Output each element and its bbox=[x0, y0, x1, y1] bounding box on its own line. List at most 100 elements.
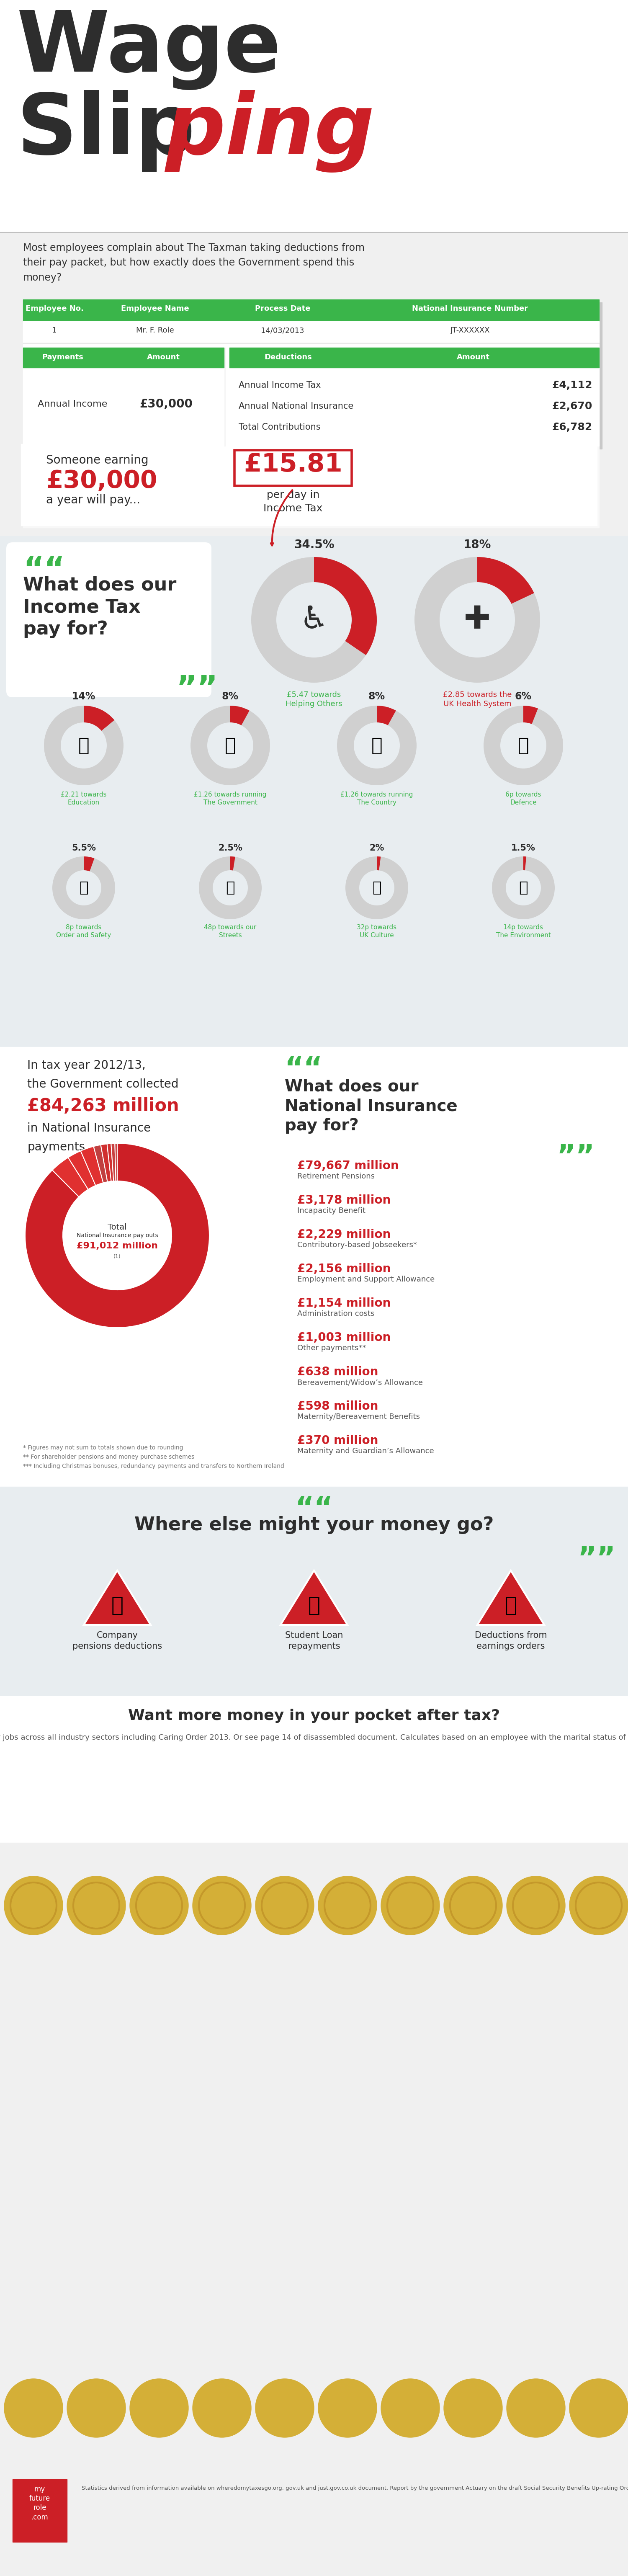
Wedge shape bbox=[68, 1151, 95, 1190]
Bar bbox=[341, 299, 599, 322]
Text: ping: ping bbox=[165, 90, 375, 173]
Text: 🚁: 🚁 bbox=[517, 737, 529, 755]
FancyBboxPatch shape bbox=[6, 544, 212, 698]
Bar bbox=[23, 348, 102, 368]
Text: In tax year 2012/13,: In tax year 2012/13, bbox=[27, 1059, 146, 1072]
Wedge shape bbox=[84, 855, 94, 871]
Text: £2,156 million: £2,156 million bbox=[297, 1262, 391, 1275]
Bar bbox=[0, 1486, 628, 1695]
Text: 📄: 📄 bbox=[505, 1595, 517, 1615]
Text: 14/03/2013: 14/03/2013 bbox=[261, 327, 304, 335]
Text: 🎓: 🎓 bbox=[308, 1595, 320, 1615]
Wedge shape bbox=[523, 855, 526, 871]
Text: National Insurance pay outs: National Insurance pay outs bbox=[77, 1231, 158, 1239]
Text: ””: ”” bbox=[557, 1144, 595, 1172]
Text: Process Date: Process Date bbox=[255, 304, 310, 312]
Text: 6%: 6% bbox=[515, 690, 532, 701]
Text: in National Insurance: in National Insurance bbox=[27, 1123, 151, 1133]
Wedge shape bbox=[190, 706, 270, 786]
Text: £638 million: £638 million bbox=[297, 1365, 378, 1378]
Bar bbox=[234, 451, 352, 487]
Text: £370 million: £370 million bbox=[297, 1435, 378, 1448]
Text: ““: ““ bbox=[295, 1494, 333, 1522]
Circle shape bbox=[130, 1875, 188, 1935]
Text: 👥: 👥 bbox=[111, 1595, 123, 1615]
Text: £1,154 million: £1,154 million bbox=[297, 1298, 391, 1309]
Text: Employee Name: Employee Name bbox=[121, 304, 189, 312]
Text: £15.81: £15.81 bbox=[244, 453, 342, 477]
Text: Company
pensions deductions: Company pensions deductions bbox=[72, 1631, 162, 1651]
Bar bbox=[0, 1842, 628, 2512]
Text: 14p towards
The Environment: 14p towards The Environment bbox=[496, 925, 551, 938]
Text: 1: 1 bbox=[52, 327, 57, 335]
Wedge shape bbox=[107, 1144, 114, 1182]
Wedge shape bbox=[25, 1144, 209, 1327]
Bar bbox=[86, 299, 224, 322]
Text: 🚂: 🚂 bbox=[371, 737, 382, 755]
Text: 34.5%: 34.5% bbox=[294, 538, 334, 551]
Wedge shape bbox=[492, 855, 555, 920]
Wedge shape bbox=[199, 855, 262, 920]
Text: Someone earning: Someone earning bbox=[46, 453, 148, 466]
Text: my
future
role
.com: my future role .com bbox=[30, 2486, 50, 2522]
Text: £1.26 towards running
The Government: £1.26 towards running The Government bbox=[194, 791, 266, 806]
Text: £2.21 towards
Education: £2.21 towards Education bbox=[61, 791, 107, 806]
Text: 6p towards
Defence: 6p towards Defence bbox=[506, 791, 541, 806]
Wedge shape bbox=[94, 1144, 107, 1182]
Wedge shape bbox=[377, 855, 381, 871]
Bar bbox=[224, 322, 341, 343]
Text: 🏛: 🏛 bbox=[225, 737, 236, 755]
Wedge shape bbox=[115, 1144, 117, 1180]
Text: Slip: Slip bbox=[17, 90, 195, 173]
Text: £84,263 million: £84,263 million bbox=[27, 1097, 179, 1115]
Wedge shape bbox=[251, 556, 377, 683]
Bar bbox=[234, 451, 352, 487]
Circle shape bbox=[193, 1875, 251, 1935]
Text: £2.85 towards the
UK Health System: £2.85 towards the UK Health System bbox=[443, 690, 512, 708]
Wedge shape bbox=[477, 556, 534, 603]
Bar bbox=[224, 299, 341, 322]
Text: Retirement Pensions: Retirement Pensions bbox=[297, 1172, 375, 1180]
Text: payments...: payments... bbox=[27, 1141, 96, 1154]
Text: 48p towards our
Streets: 48p towards our Streets bbox=[204, 925, 256, 938]
Wedge shape bbox=[80, 1146, 103, 1185]
Text: £5.47 towards
Helping Others: £5.47 towards Helping Others bbox=[286, 690, 342, 708]
Bar bbox=[229, 348, 347, 368]
Circle shape bbox=[444, 2378, 502, 2437]
Text: the Government collected: the Government collected bbox=[27, 1079, 178, 1090]
Circle shape bbox=[570, 2378, 628, 2437]
Text: Annual Income Tax: Annual Income Tax bbox=[239, 381, 321, 389]
Text: Statistics derived from information available on wheredomytaxesgo.org, gov.uk an: Statistics derived from information avai… bbox=[82, 2486, 628, 2491]
Wedge shape bbox=[484, 706, 563, 786]
Text: 8%: 8% bbox=[222, 690, 239, 701]
Text: 8%: 8% bbox=[369, 690, 385, 701]
Text: National Insurance Number: National Insurance Number bbox=[412, 304, 528, 312]
Circle shape bbox=[507, 1875, 565, 1935]
Text: Total: Total bbox=[107, 1224, 127, 1231]
Text: Maternity/Bereavement Benefits: Maternity/Bereavement Benefits bbox=[297, 1414, 420, 1419]
Wedge shape bbox=[377, 706, 396, 726]
Text: 32p towards
UK Culture: 32p towards UK Culture bbox=[357, 925, 397, 938]
Bar bbox=[102, 348, 224, 368]
Wedge shape bbox=[314, 556, 377, 654]
Text: Total Contributions: Total Contributions bbox=[239, 422, 320, 430]
Bar bbox=[21, 443, 597, 526]
Text: ♿: ♿ bbox=[300, 605, 328, 636]
Wedge shape bbox=[230, 706, 249, 726]
Text: Most employees complain about The Taxman taking deductions from
their pay packet: Most employees complain about The Taxman… bbox=[23, 242, 365, 283]
Text: Wage: Wage bbox=[17, 8, 281, 90]
Bar bbox=[0, 536, 628, 1046]
Bar bbox=[0, 1695, 628, 1842]
Text: Contributory-based Jobseekers*: Contributory-based Jobseekers* bbox=[297, 1242, 417, 1249]
Text: 🛡: 🛡 bbox=[79, 881, 89, 894]
Wedge shape bbox=[345, 855, 408, 920]
Text: Incapacity Benefit: Incapacity Benefit bbox=[297, 1208, 365, 1213]
Circle shape bbox=[256, 1875, 314, 1935]
Wedge shape bbox=[230, 855, 235, 871]
Text: Where else might your money go?: Where else might your money go? bbox=[134, 1517, 494, 1535]
Bar bbox=[23, 446, 599, 528]
Circle shape bbox=[507, 2378, 565, 2437]
Text: Maternity and Guardian’s Allowance: Maternity and Guardian’s Allowance bbox=[297, 1448, 434, 1455]
Circle shape bbox=[318, 1875, 377, 1935]
Text: per day in
Income Tax: per day in Income Tax bbox=[264, 489, 323, 513]
